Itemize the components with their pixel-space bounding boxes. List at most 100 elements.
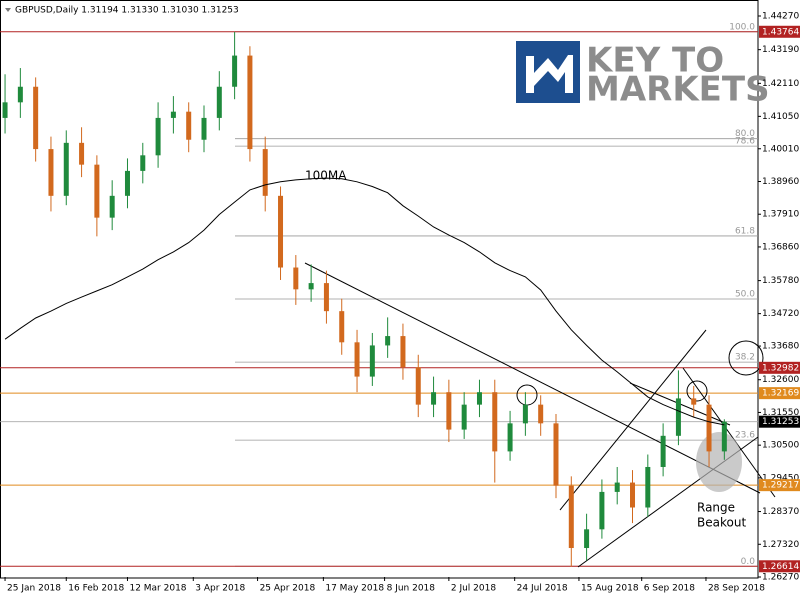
candle-body bbox=[201, 117, 207, 140]
price-box-label: 1.32982 bbox=[762, 363, 799, 373]
channel-line bbox=[559, 329, 707, 511]
y-tick-label: 1.40010 bbox=[762, 144, 799, 154]
x-tick-label: 25 Jan 2018 bbox=[7, 584, 61, 594]
fib-label: 78.6 bbox=[735, 137, 755, 147]
fib-label: 80.0 bbox=[735, 129, 755, 139]
y-tick-label: 1.26270 bbox=[762, 573, 799, 583]
y-tick-label: 1.29450 bbox=[762, 473, 799, 483]
candle-body bbox=[186, 111, 192, 140]
x-tick-label: 6 Sep 2018 bbox=[644, 584, 696, 594]
candle-body bbox=[446, 392, 452, 430]
menu-arrow[interactable] bbox=[5, 8, 11, 12]
price-box bbox=[759, 560, 800, 573]
y-tick-label: 1.31550 bbox=[762, 408, 799, 418]
x-tick-label: 15 Aug 2018 bbox=[581, 584, 639, 594]
candle-body bbox=[124, 170, 130, 196]
annotation: Range bbox=[697, 501, 735, 515]
x-tick-label: 2 Jul 2018 bbox=[451, 584, 496, 594]
candle-body bbox=[33, 86, 39, 150]
candle-body bbox=[507, 423, 513, 452]
price-box bbox=[759, 415, 800, 428]
candle-body bbox=[415, 367, 421, 405]
range-zone bbox=[696, 432, 742, 492]
candle-body bbox=[645, 466, 651, 508]
candle-body bbox=[614, 482, 620, 492]
fib-label: 61.8 bbox=[735, 226, 755, 236]
plot-frame bbox=[0, 0, 759, 579]
y-tick-label: 1.37910 bbox=[762, 210, 799, 220]
x-tick-label: 24 Jul 2018 bbox=[517, 584, 568, 594]
candle-body bbox=[538, 404, 544, 424]
price-box-label: 1.29217 bbox=[762, 481, 799, 491]
candle-body bbox=[155, 117, 161, 156]
y-tick-label: 1.41050 bbox=[762, 112, 799, 122]
logo-icon bbox=[526, 55, 573, 93]
candle-body bbox=[48, 149, 54, 196]
candle-body bbox=[721, 421, 727, 452]
y-tick-label: 1.28370 bbox=[762, 507, 799, 517]
candle-body bbox=[278, 195, 284, 268]
price-box bbox=[759, 479, 800, 492]
candle-body bbox=[630, 482, 636, 508]
price-box-label: 1.26614 bbox=[762, 562, 799, 572]
candle-body bbox=[247, 55, 253, 150]
candle-body bbox=[293, 267, 299, 290]
highlight-circle bbox=[686, 380, 708, 402]
y-tick-label: 1.36860 bbox=[762, 242, 799, 252]
logo-text: MARKETS bbox=[586, 70, 770, 110]
candle-body bbox=[262, 149, 268, 196]
candle-body bbox=[400, 336, 406, 368]
candle-body bbox=[354, 342, 360, 377]
candle-body bbox=[691, 398, 697, 405]
x-tick-label: 3 Apr 2018 bbox=[195, 584, 245, 594]
annotation: Beakout bbox=[697, 516, 746, 530]
candle-body bbox=[675, 398, 681, 436]
candle-body bbox=[216, 86, 222, 118]
candle-body bbox=[660, 435, 666, 467]
candle-body bbox=[385, 336, 391, 346]
candle-body bbox=[63, 142, 69, 196]
price-box bbox=[759, 387, 800, 400]
x-tick-label: 17 May 2018 bbox=[325, 584, 384, 594]
candle-body bbox=[94, 164, 100, 218]
y-tick-label: 1.32600 bbox=[762, 375, 799, 385]
drawings bbox=[304, 262, 776, 568]
candle-body bbox=[323, 283, 329, 312]
candle-body bbox=[109, 195, 115, 218]
candle-body bbox=[2, 102, 8, 118]
fib-label: 0.0 bbox=[741, 557, 756, 567]
x-tick-label: 25 Apr 2018 bbox=[260, 584, 316, 594]
candle-body bbox=[431, 392, 437, 405]
ma-label: 100MA bbox=[305, 169, 347, 183]
candle-body bbox=[140, 155, 146, 171]
candle-body bbox=[522, 404, 528, 424]
candle-body bbox=[706, 404, 712, 452]
candle-body bbox=[369, 345, 375, 377]
y-tick-label: 1.27320 bbox=[762, 540, 799, 550]
y-tick-label: 1.43190 bbox=[762, 45, 799, 55]
candle-body bbox=[492, 392, 498, 452]
candle-body bbox=[339, 311, 345, 343]
highlight-circle bbox=[728, 340, 764, 376]
fib-label: 50.0 bbox=[735, 290, 755, 300]
x-tick-label: 12 Mar 2018 bbox=[129, 584, 186, 594]
y-tick-label: 1.38960 bbox=[762, 177, 799, 187]
range-line bbox=[682, 367, 776, 498]
candle-body bbox=[308, 283, 314, 290]
price-box bbox=[759, 361, 800, 374]
x-tick-label: 8 Jun 2018 bbox=[387, 584, 436, 594]
candle-body bbox=[599, 491, 605, 530]
price-box-label: 1.31253 bbox=[762, 417, 799, 427]
logo: KEY TO MARKETS bbox=[516, 41, 770, 110]
candle-body bbox=[568, 485, 574, 549]
candle-body bbox=[17, 86, 23, 103]
y-tick-label: 1.35780 bbox=[762, 276, 799, 286]
candle-body bbox=[584, 529, 590, 549]
y-tick-label: 1.42110 bbox=[762, 79, 799, 89]
logo-text: KEY TO bbox=[586, 41, 724, 81]
y-tick-label: 1.30500 bbox=[762, 441, 799, 451]
moving-average bbox=[4, 177, 725, 426]
fib-label: 23.6 bbox=[735, 431, 755, 441]
candle-body bbox=[232, 55, 238, 87]
